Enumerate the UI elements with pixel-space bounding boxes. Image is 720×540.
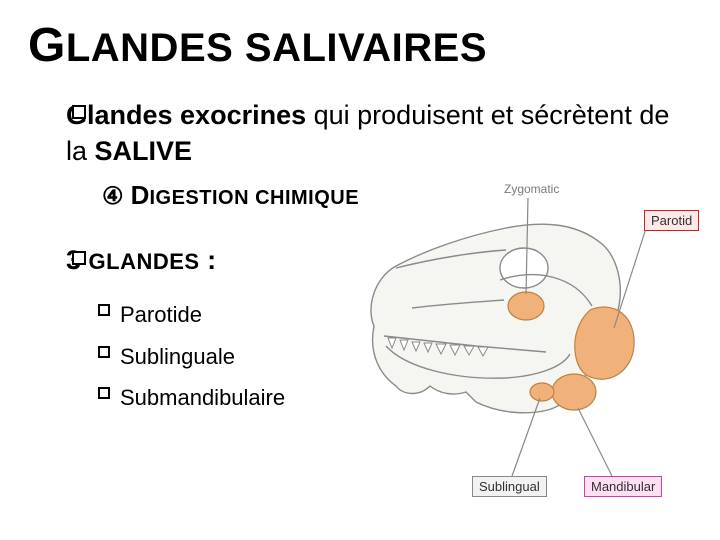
gland-label: Submandibulaire <box>120 385 285 410</box>
checkbox-icon <box>98 346 110 358</box>
label-parotid: Parotid <box>644 210 699 231</box>
label-zygomatic: Zygomatic <box>504 182 559 196</box>
slide-title: GLANDES SALIVAIRES <box>28 18 692 73</box>
label-mandibular: Mandibular <box>584 476 662 497</box>
label-sublingual: Sublingual <box>472 476 547 497</box>
gland-label: Parotide <box>120 302 202 327</box>
bullet-1-salive: SALIVE <box>95 136 193 166</box>
bullet-2-colon: : <box>200 245 217 275</box>
square-bullet-icon <box>72 105 86 119</box>
digestion-rest: IGESTION CHIMIQUE <box>149 187 359 209</box>
skull-diagram: Zygomatic Parotid Sublingual Mandibular <box>356 158 702 510</box>
title-cap-g: G <box>28 19 66 72</box>
checkbox-icon <box>98 304 110 316</box>
gland-label: Sublinguale <box>120 344 235 369</box>
title-part1: LANDES <box>66 26 233 70</box>
digestion-cap: D <box>131 180 150 210</box>
checkbox-icon <box>98 387 110 399</box>
title-part2: SALIVAIRES <box>245 26 487 70</box>
bullet-1-bold: Glandes exocrines <box>66 100 306 130</box>
bullet-2-glandes: GLANDES <box>89 249 200 274</box>
slide: GLANDES SALIVAIRES Glandes exocrines qui… <box>0 0 720 540</box>
square-bullet-icon <box>72 251 86 265</box>
arrow-icon: ④ <box>102 182 124 211</box>
